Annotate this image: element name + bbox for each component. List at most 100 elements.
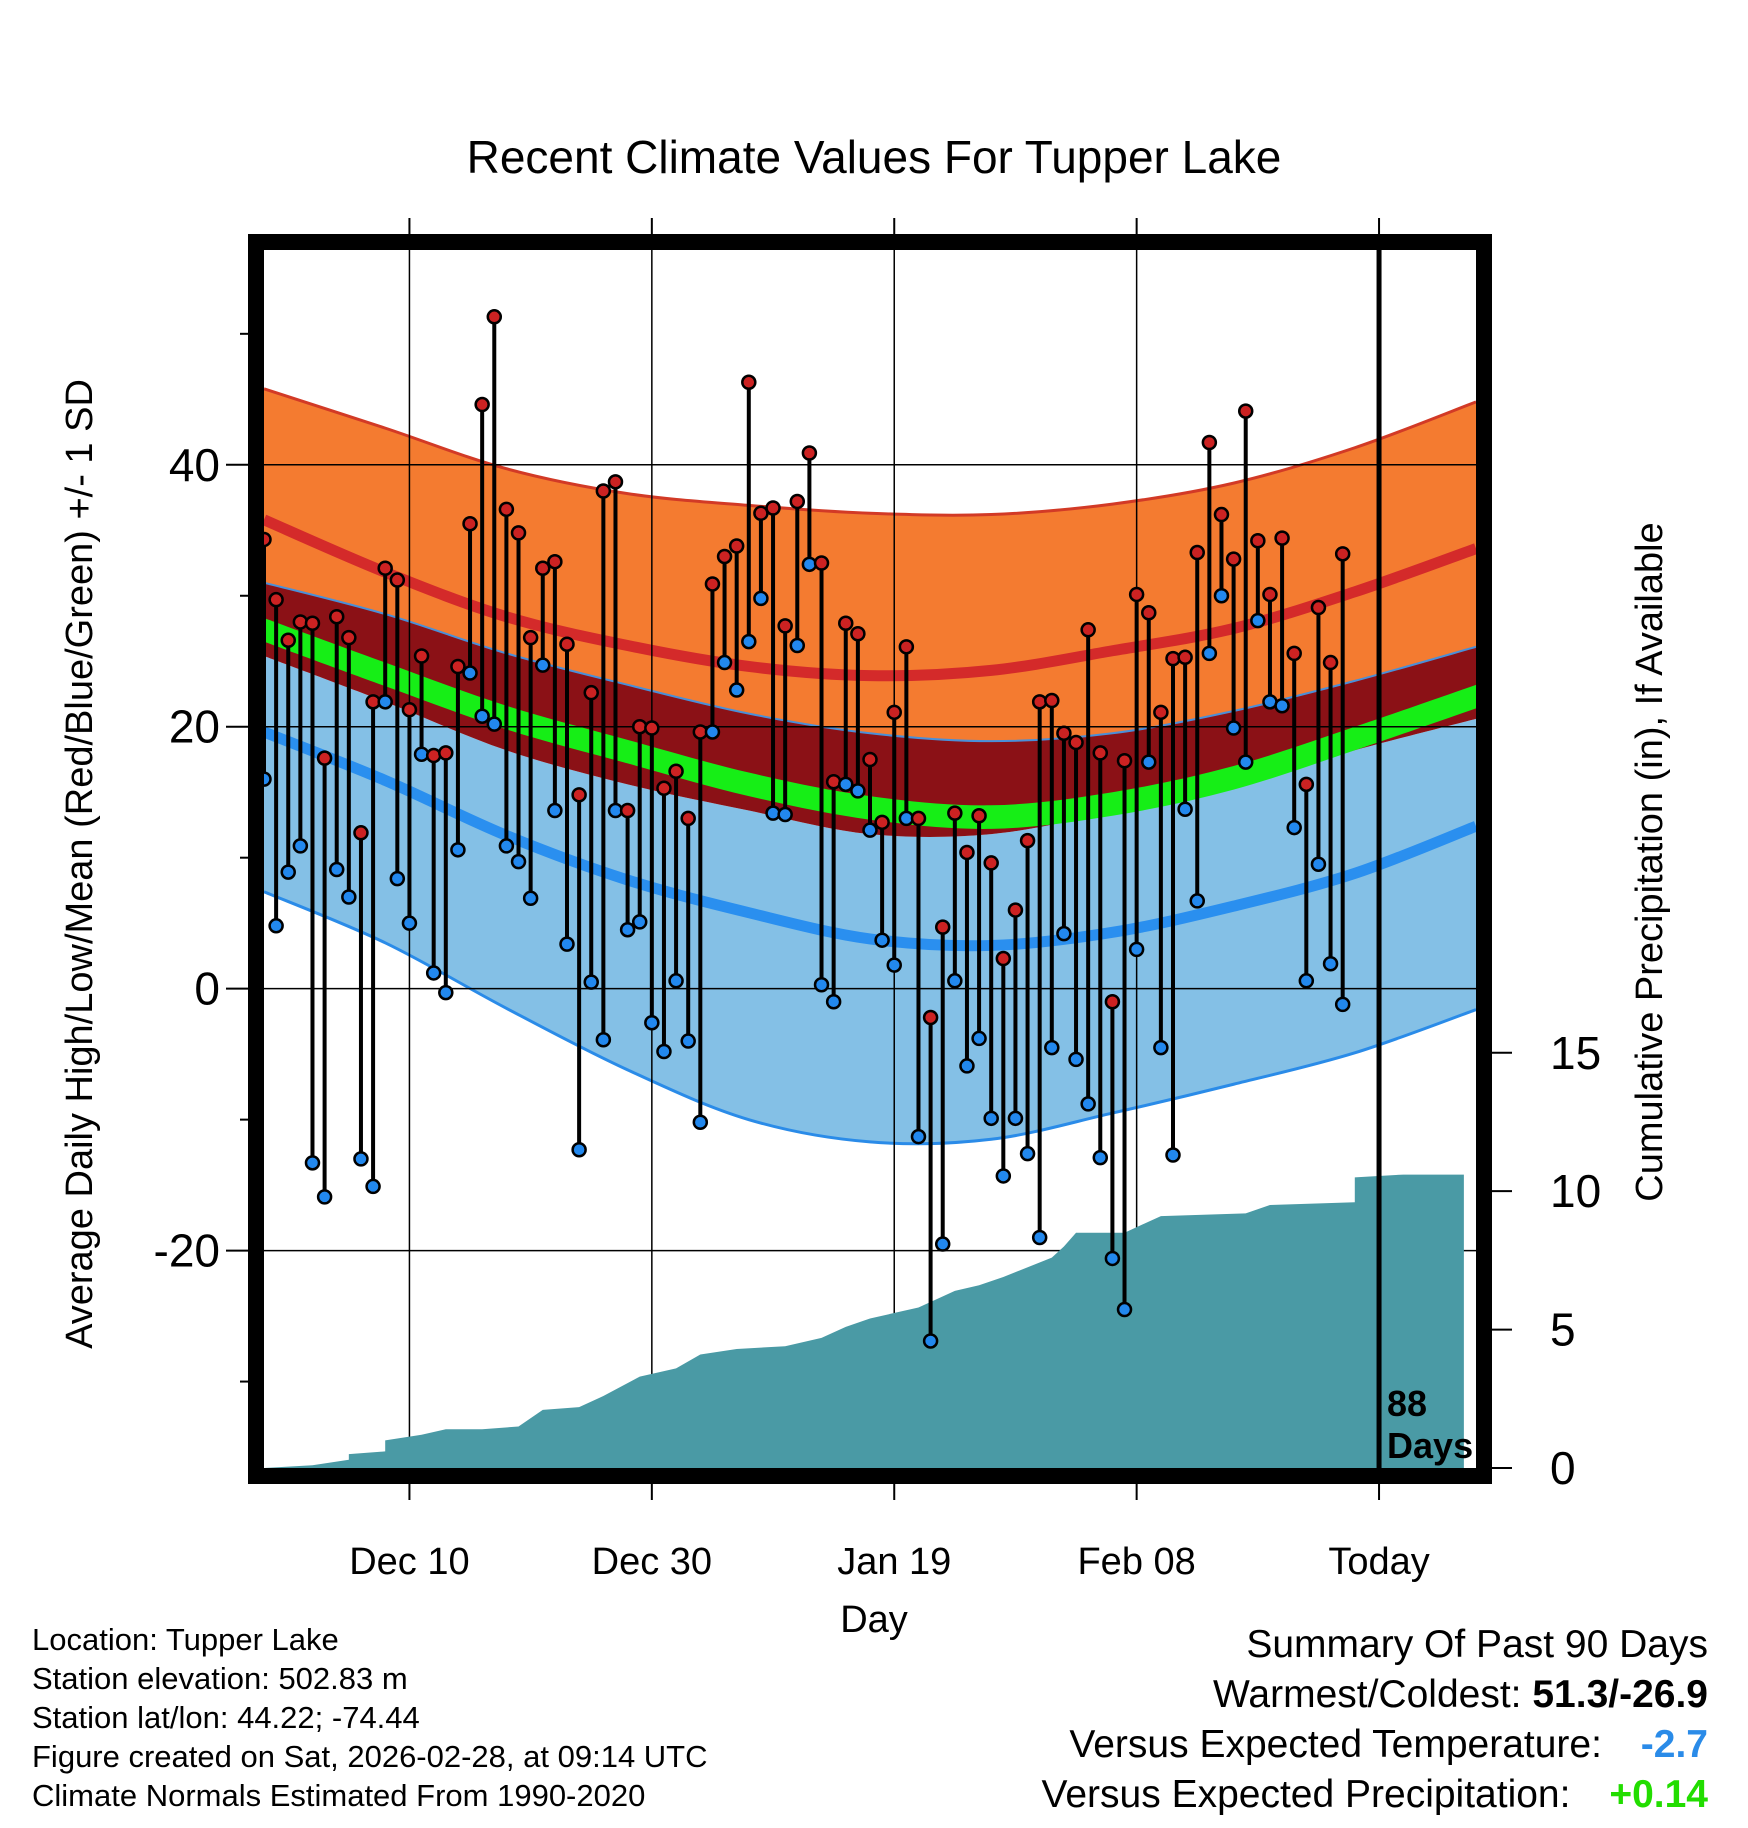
daily-high-point — [474, 396, 490, 413]
daily-high-point — [716, 548, 733, 565]
y2-tick-label: 5 — [1550, 1304, 1576, 1356]
daily-low-point — [1007, 1110, 1024, 1127]
daily-high-point — [486, 309, 503, 325]
daily-low-point — [1201, 645, 1218, 662]
precip-anomaly-value: +0.14 — [1609, 1773, 1708, 1816]
high-upper-line — [264, 387, 1476, 517]
x-tick-label: Dec 10 — [349, 1541, 469, 1583]
precip-anomaly-row: Versus Expected Precipitation: +0.14 — [1042, 1770, 1709, 1820]
daily-low-point — [619, 921, 636, 938]
daily-high-point — [813, 555, 830, 571]
daily-high-point — [1201, 434, 1218, 451]
y-tick-label: 0 — [194, 963, 220, 1015]
daily-high-point — [995, 950, 1012, 967]
daily-high-point — [425, 747, 442, 764]
daily-low-point — [1044, 1039, 1060, 1056]
daily-low-point — [704, 724, 721, 740]
daily-low-point — [995, 1168, 1012, 1184]
daily-high-point — [595, 483, 612, 499]
daily-low-point — [1322, 956, 1339, 972]
daily-high-point — [522, 629, 539, 646]
daily-high-point — [316, 750, 333, 766]
daily-low-point — [631, 914, 648, 930]
daily-high-point — [741, 374, 757, 391]
daily-high-point — [1007, 902, 1024, 918]
daily-low-point — [547, 802, 563, 819]
daily-high-point — [1310, 599, 1327, 616]
plot-frame — [248, 234, 1492, 1484]
daily-high-point — [1019, 832, 1036, 849]
daily-high-point — [328, 608, 345, 625]
daily-high-point — [1334, 546, 1351, 562]
daily-low-point — [947, 973, 963, 989]
daily-high-point — [1080, 622, 1096, 638]
daily-low-point — [438, 984, 454, 1001]
daily-low-point — [1274, 698, 1290, 714]
summary-heading: Summary Of Past 90 Days — [1246, 1623, 1708, 1666]
daily-low-point — [1250, 612, 1266, 629]
x-axis-label: Day — [840, 1599, 908, 1641]
temp-anomaly-row: Versus Expected Temperature: -2.7 — [1042, 1720, 1708, 1770]
daily-high-point — [280, 632, 296, 649]
daily-high-point — [801, 445, 818, 461]
daily-low-point — [1189, 893, 1205, 909]
daily-high-point — [777, 618, 793, 634]
daily-low-point — [1334, 996, 1351, 1013]
daily-high-point — [874, 814, 890, 831]
daily-high-point — [607, 474, 624, 490]
days-unit-label: Days — [1387, 1425, 1473, 1466]
y-tick-label: -20 — [154, 1225, 220, 1277]
daily-high-point — [983, 855, 999, 871]
daily-high-point — [680, 810, 696, 827]
daily-high-point — [644, 720, 660, 736]
x-tick-label: Jan 19 — [837, 1541, 951, 1583]
daily-high-point — [862, 751, 878, 768]
daily-high-point — [668, 763, 684, 780]
daily-low-point — [1128, 941, 1145, 958]
daily-high-point — [535, 560, 551, 577]
daily-low-point — [535, 657, 551, 673]
daily-high-point — [1286, 645, 1302, 662]
y2-tick-label: 10 — [1550, 1165, 1601, 1217]
daily-high-point — [728, 538, 745, 554]
daily-high-point — [498, 501, 515, 518]
daily-high-point — [1250, 532, 1266, 549]
daily-low-point — [656, 1043, 672, 1060]
created-text: Figure created on Sat, 2026-02-28, at 09… — [32, 1739, 708, 1774]
daily-low-point — [425, 965, 442, 981]
daily-high-point — [934, 919, 951, 935]
y-axis-label: Average Daily High/Low/Mean (Red/Blue/Gr… — [59, 379, 101, 1349]
daily-low-point — [559, 936, 575, 952]
daily-low-point — [959, 1058, 975, 1074]
daily-high-point — [704, 576, 721, 592]
daily-low-point — [680, 1033, 696, 1049]
station-info: Location: Tupper Lake Station elevation:… — [32, 1620, 708, 1815]
daily-high-point — [377, 560, 393, 577]
precip-area — [264, 1174, 1464, 1468]
normals-note-text: Climate Normals Estimated From 1990-2020 — [32, 1778, 646, 1813]
daily-low-point — [365, 1178, 381, 1195]
daily-high-point — [886, 704, 902, 721]
daily-high-point — [789, 493, 806, 510]
daily-low-point — [777, 806, 793, 823]
daily-high-point — [438, 745, 454, 761]
daily-high-point — [264, 531, 272, 548]
daily-high-point — [1298, 776, 1315, 793]
daily-low-point — [874, 932, 890, 948]
daily-low-point — [910, 1128, 927, 1145]
elevation-text: Station elevation: 502.83 m — [32, 1661, 408, 1696]
warm-cold-row: Warmest/Coldest: 51.3/-26.9 — [1042, 1670, 1708, 1720]
daily-high-point — [656, 780, 672, 797]
daily-low-point — [813, 976, 830, 993]
daily-high-point — [389, 572, 406, 588]
daily-low-point — [838, 776, 854, 793]
daily-low-point — [1104, 1250, 1121, 1267]
daily-high-point — [1116, 753, 1133, 769]
daily-low-point — [510, 853, 527, 870]
daily-low-point — [268, 918, 284, 934]
daily-low-point — [462, 665, 478, 681]
daily-high-point — [947, 805, 963, 821]
y2-tick-label: 15 — [1550, 1027, 1601, 1079]
daily-high-point — [462, 515, 478, 532]
daily-high-point — [268, 591, 284, 608]
